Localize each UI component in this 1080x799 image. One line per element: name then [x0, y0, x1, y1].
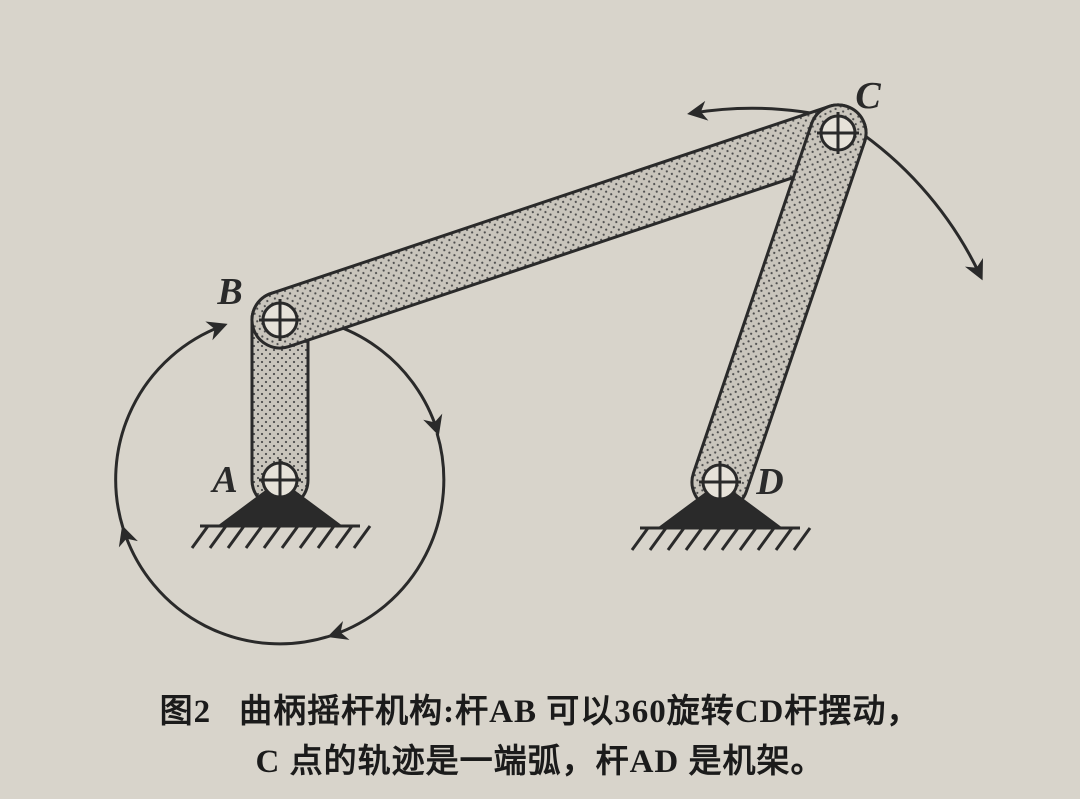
label-A: A	[210, 459, 237, 501]
figure-caption: 图2 曲柄摇杆机构:杆AB 可以360旋转CD杆摆动， C 点的轨迹是一端弧，杆A…	[0, 688, 1080, 787]
label-D: D	[755, 461, 783, 503]
label-B: B	[216, 271, 242, 313]
mechanism-diagram: A B C D	[0, 0, 1080, 799]
label-C: C	[855, 75, 881, 117]
caption-line1: 曲柄摇杆机构:杆AB 可以360旋转CD杆摆动，	[239, 694, 920, 730]
caption-line2: C 点的轨迹是一端弧，杆AD 是机架。	[256, 744, 825, 780]
caption-prefix: 图2	[160, 694, 212, 730]
